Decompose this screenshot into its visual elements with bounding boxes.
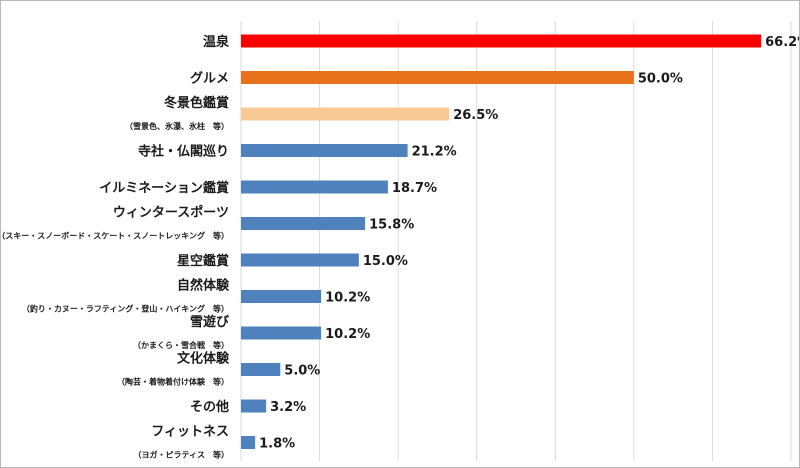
- bar: [241, 34, 762, 48]
- value-label: 15.8%: [369, 218, 414, 233]
- category-label: 文化体験: [177, 351, 230, 367]
- bar: [241, 436, 256, 449]
- value-labels: 66.2% 50.0% 26.5% 21.2% 18.7% 15.8% 15.0% 10.2%…: [259, 35, 799, 452]
- category-label: 冬景色鑑賞: [164, 95, 229, 111]
- value-label: 18.7%: [392, 181, 437, 196]
- bar: [241, 399, 267, 413]
- bar: [241, 363, 281, 376]
- category-label: 寺社・仏閣巡り: [138, 144, 229, 160]
- value-label: 5.0%: [284, 364, 320, 379]
- bar: [241, 326, 322, 340]
- value-label: 50.0%: [638, 72, 683, 87]
- category-sublabel: （陶芸・着物着付け体験 等）: [117, 377, 229, 387]
- category-sublabel: （釣り・カヌー・ラフティング・登山・ハイキング 等）: [22, 304, 229, 314]
- value-label: 10.2%: [325, 327, 370, 342]
- value-label: 1.8%: [259, 437, 295, 452]
- value-label: 15.0%: [363, 254, 408, 269]
- category-label: 星空鑑賞: [177, 253, 229, 269]
- gridlines: [240, 21, 792, 461]
- bar: [241, 71, 634, 84]
- value-label: 26.5%: [453, 108, 498, 123]
- category-sublabel: （かまくら・雪合戦 等）: [133, 340, 229, 350]
- category-label: ウィンタースポーツ: [113, 205, 229, 221]
- bars: [241, 34, 762, 449]
- bar: [241, 290, 322, 303]
- category-label: イルミネーション鑑賞: [99, 180, 229, 196]
- bar: [241, 217, 366, 230]
- value-label: 10.2%: [325, 291, 370, 306]
- bar: [241, 253, 359, 267]
- bar: [241, 144, 408, 157]
- category-sublabel: （スキー・スノーボード・スケート・スノートレッキング 等）: [1, 231, 229, 241]
- category-label: 自然体験: [177, 278, 230, 294]
- value-label: 66.2%: [765, 35, 799, 50]
- category-sublabel: （ヨガ・ピラティス 等）: [133, 450, 229, 460]
- category-sublabel: （雪景色、氷瀑、氷柱 等）: [125, 121, 229, 131]
- category-label: グルメ: [190, 71, 229, 87]
- category-label: フィットネス: [151, 425, 229, 440]
- bar: [241, 180, 388, 194]
- bar: [241, 107, 450, 121]
- category-label: 温泉: [203, 34, 230, 50]
- category-label: その他: [190, 399, 229, 415]
- value-label: 3.2%: [270, 400, 306, 415]
- category-label: 雪遊び: [190, 314, 230, 330]
- value-label: 21.2%: [412, 145, 457, 160]
